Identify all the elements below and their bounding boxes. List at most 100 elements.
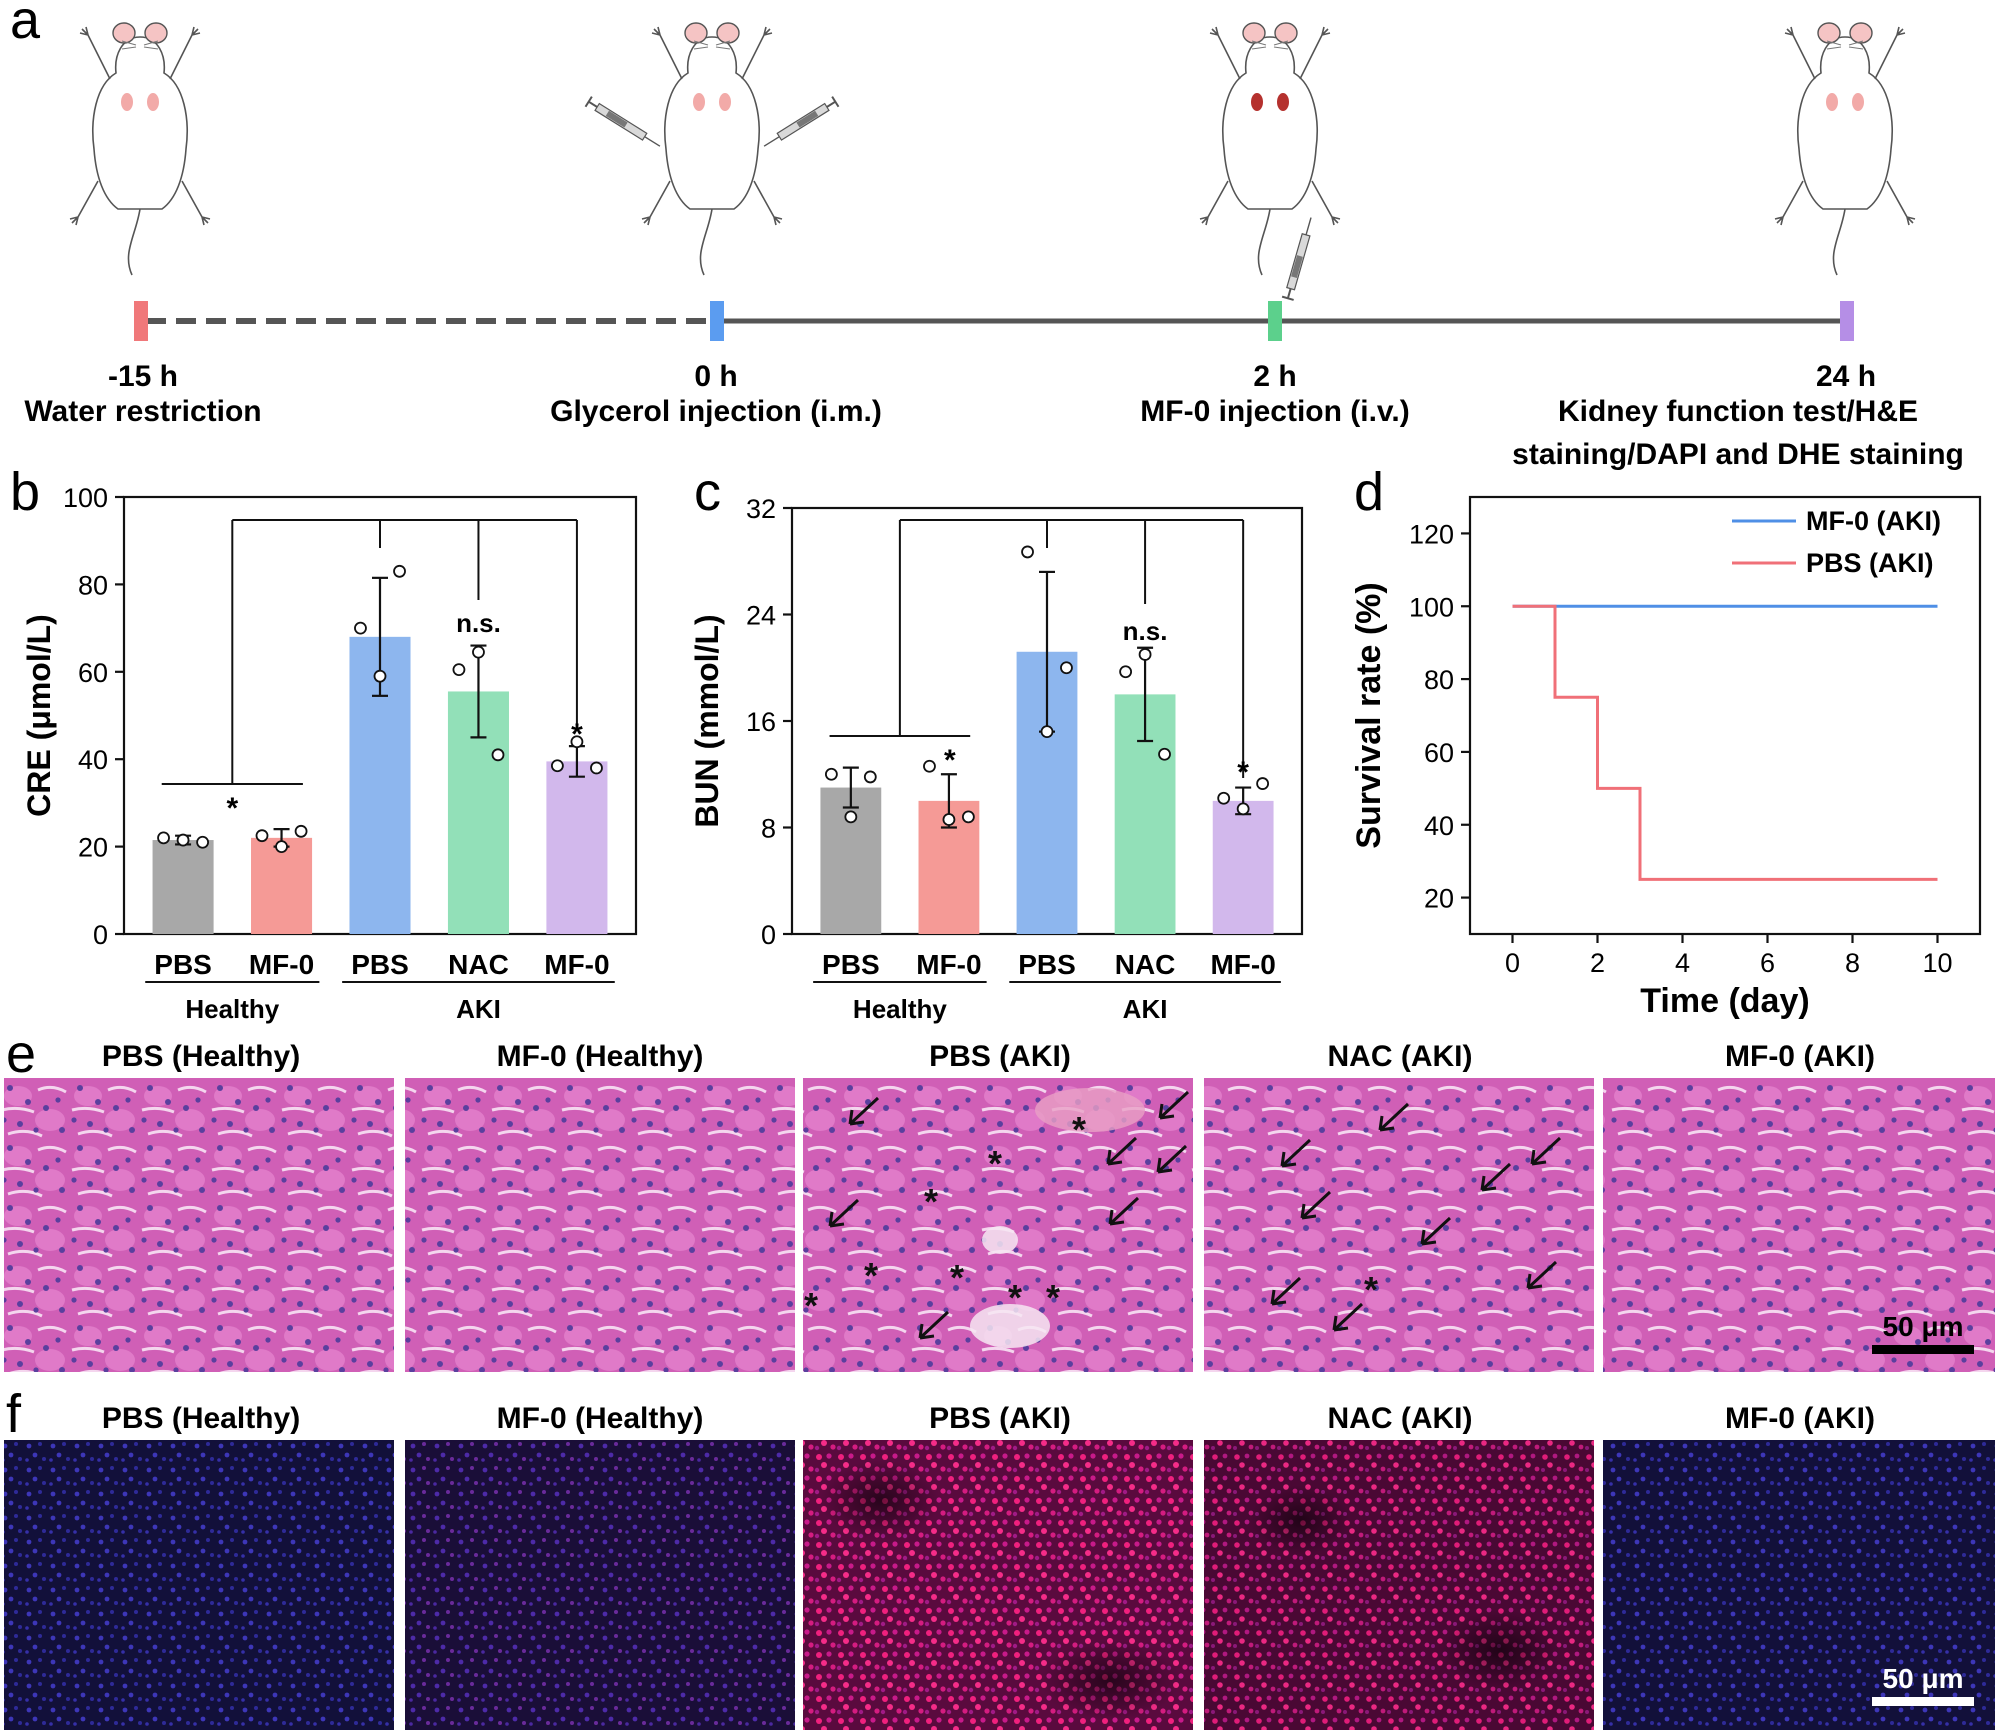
- svg-text:*: *: [1364, 1269, 1378, 1310]
- fluorescence-titles: PBS (Healthy) MF-0 (Healthy) PBS (AKI) N…: [102, 1402, 1875, 1435]
- x-tick-label: MF-0: [916, 949, 981, 980]
- data-point: [196, 835, 210, 849]
- timeline-time: -15 h: [108, 360, 178, 393]
- svg-text:*: *: [1072, 1109, 1086, 1150]
- data-point: [1021, 545, 1034, 559]
- timeline-axis: [134, 301, 1854, 341]
- timeline-marker-endpoint: [1840, 301, 1854, 341]
- timeline-labels: -15 h Water restriction 0 h Glycerol inj…: [24, 360, 1963, 471]
- data-point: [1256, 777, 1270, 790]
- data-point: [961, 810, 975, 824]
- he-image-mf0-healthy: [405, 1078, 795, 1372]
- timeline-marker-mf0: [1268, 301, 1282, 341]
- data-point: [844, 810, 858, 824]
- significance-label: *: [571, 718, 583, 751]
- x-tick-label: 6: [1760, 948, 1775, 978]
- bun-bar-chart: 0 8 16 24 32 BUN (mmol/L) PBS MF-0 PBS NAC MF-0 Hea…: [689, 494, 1304, 1024]
- data-point: [1217, 791, 1231, 805]
- y-tick-label: 0: [761, 920, 776, 950]
- timeline-event: Glycerol injection (i.m.): [550, 395, 882, 428]
- timeline-event: Kidney function test/H&E: [1558, 395, 1918, 428]
- fl-image-mf0-healthy: [405, 1440, 795, 1730]
- mouse-illustration-3: [1199, 22, 1341, 301]
- plot-frame: [1468, 495, 1982, 936]
- fl-title: MF-0 (AKI): [1725, 1402, 1875, 1435]
- panel-label-b: b: [10, 462, 40, 522]
- data-point: [570, 735, 584, 749]
- y-tick-label: 32: [746, 494, 776, 524]
- x-tick-label: 0: [1505, 948, 1520, 978]
- mouse-illustration-2: [584, 22, 840, 276]
- y-axis-label: CRE (μmol/L): [21, 614, 57, 817]
- significance-label: *: [944, 744, 956, 777]
- timeline-time: 2 h: [1253, 360, 1296, 393]
- he-arrows: [828, 1090, 1562, 1340]
- data-point: [1236, 802, 1250, 816]
- data-point: [1060, 661, 1073, 675]
- y-tick-label: 40: [1424, 811, 1454, 841]
- he-image-pbs-healthy: [4, 1078, 394, 1372]
- y-tick-label: 120: [1409, 519, 1454, 549]
- data-point: [942, 813, 956, 826]
- data-point: [491, 748, 505, 762]
- syringe-icon: [1281, 214, 1318, 301]
- y-tick-label: 80: [1424, 665, 1454, 695]
- y-axis-label: Survival rate (%): [1350, 582, 1388, 848]
- timeline-marker-glycerol: [710, 301, 724, 341]
- timeline-event: Water restriction: [24, 395, 261, 428]
- panel-label-f: f: [6, 1384, 22, 1444]
- he-title: MF-0 (AKI): [1725, 1040, 1875, 1073]
- fl-scale-bar: 50 μm: [1872, 1663, 1974, 1706]
- data-point: [923, 759, 936, 773]
- x-axis-label: Time (day): [1640, 982, 1809, 1020]
- y-tick-label: 20: [78, 833, 108, 863]
- fl-image-mf0-aki: [1603, 1440, 1995, 1730]
- y-tick-label: 40: [78, 745, 108, 775]
- data-point: [550, 759, 564, 773]
- x-tick-label: NAC: [448, 949, 509, 980]
- data-point: [1119, 665, 1133, 679]
- x-tick-label: 4: [1675, 948, 1690, 978]
- he-images: [4, 1078, 1995, 1372]
- fl-title: PBS (Healthy): [102, 1402, 300, 1435]
- legend-label: MF-0 (AKI): [1806, 506, 1941, 536]
- panel-label-e: e: [6, 1024, 36, 1084]
- y-axis-label: BUN (mmol/L): [689, 614, 725, 827]
- y-tick-label: 0: [93, 920, 108, 950]
- fluorescence-images: [4, 1440, 1995, 1730]
- bar: [546, 761, 608, 934]
- data-point: [255, 829, 269, 843]
- data-point: [863, 770, 877, 784]
- x-tick-label: 2: [1590, 948, 1605, 978]
- x-tick-label: PBS: [154, 949, 212, 980]
- panel-label-c: c: [694, 462, 721, 522]
- y-tick-label: 60: [1424, 738, 1454, 768]
- bar: [251, 837, 313, 934]
- group-label: Healthy: [853, 994, 947, 1024]
- y-tick-label: 8: [761, 814, 776, 844]
- legend-label: PBS (AKI): [1806, 548, 1934, 578]
- x-tick-label: PBS: [1018, 949, 1076, 980]
- data-point: [157, 831, 170, 845]
- significance-label: *: [226, 792, 238, 825]
- data-point: [294, 824, 308, 838]
- fl-title: PBS (AKI): [929, 1402, 1071, 1435]
- scale-bar-label: 50 μm: [1883, 1311, 1964, 1342]
- scale-bar-label: 50 μm: [1883, 1663, 1964, 1694]
- y-tick-label: 100: [1409, 592, 1454, 622]
- fl-image-pbs-healthy: [4, 1440, 394, 1730]
- syringe-icon: [584, 95, 665, 153]
- y-tick-label: 20: [1424, 884, 1454, 914]
- bar: [152, 840, 214, 934]
- he-asterisks: * * * * * * * * *: [804, 1109, 1378, 1326]
- he-image-nac-aki: [1204, 1078, 1594, 1372]
- data-point: [472, 645, 485, 659]
- x-tick-label: 8: [1845, 948, 1860, 978]
- group-label: AKI: [1123, 994, 1168, 1024]
- data-point: [590, 761, 603, 775]
- mouse-illustration-4: [1774, 22, 1916, 276]
- data-point: [1138, 648, 1152, 661]
- data-point: [373, 669, 387, 683]
- significance-label: *: [1237, 756, 1249, 789]
